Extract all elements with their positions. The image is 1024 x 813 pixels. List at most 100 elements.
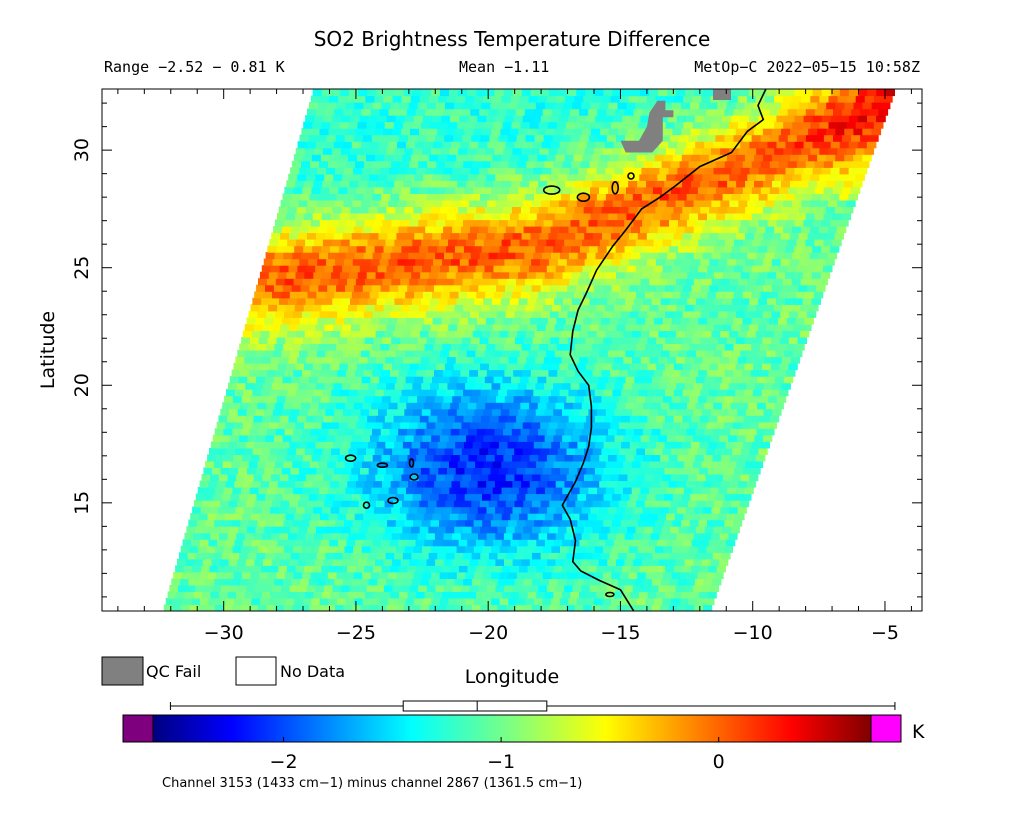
heatmap-cell (584, 447, 594, 455)
heatmap-cell (388, 571, 398, 579)
heatmap-cell (642, 219, 652, 227)
heatmap-cell (551, 167, 561, 175)
heatmap-cell (697, 474, 707, 482)
heatmap-cell (336, 571, 346, 579)
heatmap-cell (540, 604, 550, 611)
heatmap-cell (362, 460, 372, 468)
heatmap-cell (318, 460, 328, 468)
heatmap-cell (243, 447, 254, 455)
heatmap-cell (502, 121, 513, 129)
heatmap-cell (512, 480, 522, 488)
heatmap-cell (787, 239, 797, 247)
heatmap-cell (633, 558, 643, 566)
heatmap-cell (445, 526, 455, 534)
heatmap-cell (328, 128, 339, 136)
heatmap-cell (733, 291, 744, 299)
heatmap-cell (363, 310, 374, 318)
heatmap-cell (416, 369, 426, 377)
heatmap-cell (557, 552, 567, 560)
heatmap-cell (272, 408, 283, 416)
heatmap-cell (346, 310, 356, 318)
heatmap-cell (386, 115, 397, 123)
heatmap-cell (596, 167, 606, 175)
heatmap-cell (228, 500, 238, 508)
heatmap-cell (346, 395, 357, 403)
heatmap-cell (189, 545, 199, 553)
heatmap-cell (711, 330, 721, 338)
heatmap-cell (364, 278, 375, 286)
heatmap-cell (446, 271, 457, 279)
heatmap-cell (624, 558, 634, 566)
heatmap-cell (448, 239, 458, 247)
heatmap-cell (532, 552, 542, 560)
heatmap-cell (303, 539, 313, 547)
heatmap-cell (494, 428, 504, 436)
heatmap-cell (733, 134, 744, 142)
heatmap-cell (425, 506, 436, 514)
heatmap-cell (579, 408, 589, 416)
heatmap-cell (454, 219, 464, 227)
heatmap-cell (516, 519, 526, 527)
heatmap-cell (724, 493, 735, 501)
heatmap-cell (305, 389, 315, 397)
heatmap-cell (550, 226, 560, 234)
heatmap-cell (456, 154, 466, 162)
heatmap-cell (474, 323, 485, 331)
heatmap-cell (657, 226, 668, 234)
heatmap-cell (607, 376, 618, 384)
heatmap-cell (287, 297, 298, 305)
heatmap-cell (469, 369, 479, 377)
heatmap-cell (361, 434, 371, 442)
heatmap-cell (301, 310, 312, 318)
heatmap-cell (651, 245, 661, 253)
heatmap-cell (691, 415, 701, 423)
heatmap-cell (382, 219, 392, 227)
heatmap-cell (334, 199, 345, 207)
heatmap-cell (703, 480, 713, 488)
heatmap-cell (542, 252, 552, 260)
heatmap-cell (452, 532, 462, 540)
heatmap-cell (693, 199, 704, 207)
heatmap-cell (404, 323, 414, 331)
heatmap-cell (448, 323, 458, 331)
heatmap-cell (503, 506, 514, 514)
heatmap-cell (331, 330, 341, 338)
heatmap-cell (485, 402, 495, 410)
heatmap-cell (621, 389, 631, 397)
heatmap-cell (508, 493, 518, 501)
heatmap-cell (724, 395, 734, 403)
heatmap-cell (394, 239, 404, 247)
heatmap-cell (435, 193, 445, 201)
heatmap-cell (443, 226, 453, 234)
heatmap-cell (366, 121, 377, 129)
heatmap-cell (501, 539, 511, 547)
heatmap-cell (670, 134, 680, 142)
heatmap-cell (531, 500, 542, 508)
heatmap-cell (575, 447, 585, 455)
heatmap-cell (733, 369, 743, 377)
heatmap-cell (749, 115, 759, 123)
heatmap-cell (658, 356, 668, 364)
heatmap-cell (519, 376, 530, 384)
heatmap-cell (696, 500, 706, 508)
heatmap-cell (598, 297, 608, 305)
heatmap-cell (496, 395, 506, 403)
heatmap-cell (437, 604, 447, 611)
heatmap-cell (494, 317, 505, 325)
heatmap-cell (851, 108, 861, 116)
heatmap-cell (360, 467, 370, 475)
heatmap-cell (440, 460, 450, 468)
heatmap-cell (667, 382, 677, 390)
heatmap-cell (579, 356, 589, 364)
heatmap-cell (199, 598, 210, 606)
heatmap-cell (655, 493, 665, 501)
heatmap-cell (471, 193, 481, 201)
heatmap-cell (434, 395, 445, 403)
heatmap-cell (392, 186, 402, 194)
heatmap-cell (493, 376, 503, 384)
heatmap-cell (727, 487, 737, 495)
heatmap-cell (876, 115, 886, 123)
heatmap-cell (534, 134, 545, 142)
heatmap-cell (276, 513, 286, 521)
heatmap-cell (455, 467, 465, 475)
